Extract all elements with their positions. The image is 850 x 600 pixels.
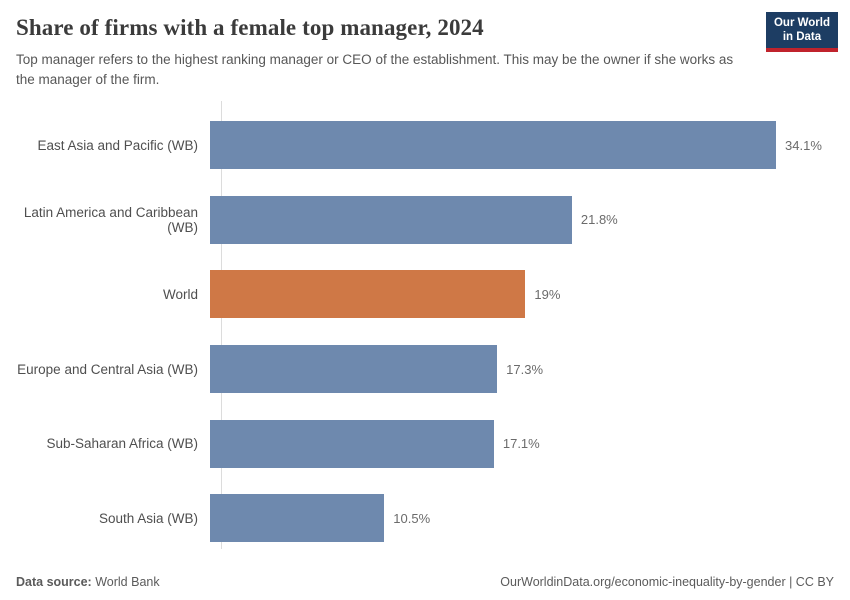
value-label: 17.1%: [502, 436, 540, 452]
bar[interactable]: [210, 345, 498, 394]
bar-area: 19%: [210, 257, 850, 332]
header-text: Share of firms with a female top manager…: [16, 12, 740, 90]
chart-row: Sub-Saharan Africa (WB) 17.1%: [0, 406, 850, 481]
bar-area: 17.3%: [210, 332, 850, 407]
data-source-label: Data source:: [16, 575, 92, 589]
owid-logo-line2: in Data: [782, 30, 822, 43]
chart-header: Share of firms with a female top manager…: [0, 0, 850, 90]
value-label: 17.3%: [506, 361, 544, 377]
bar[interactable]: [210, 121, 777, 170]
bar[interactable]: [210, 270, 526, 319]
chart-row: East Asia and Pacific (WB) 34.1%: [0, 108, 850, 183]
bar[interactable]: [210, 195, 572, 244]
category-label: East Asia and Pacific (WB): [37, 137, 198, 153]
y-axis-line: [221, 100, 222, 549]
chart-row: World 19%: [0, 257, 850, 332]
bar-area: 21.8%: [210, 183, 850, 258]
chart-title: Share of firms with a female top manager…: [16, 15, 484, 40]
data-source-value: World Bank: [95, 575, 160, 589]
category-label: South Asia (WB): [98, 510, 198, 526]
bar-area: 34.1%: [210, 108, 850, 183]
value-label: 19%: [534, 286, 561, 302]
chart-footer: Data source: World Bank OurWorldinData.o…: [16, 575, 834, 589]
bar-area: 10.5%: [210, 481, 850, 556]
bar[interactable]: [210, 494, 385, 543]
footer-link[interactable]: OurWorldinData.org/economic-inequality-b…: [500, 575, 834, 589]
bar-area: 17.1%: [210, 406, 850, 481]
value-label: 34.1%: [785, 137, 822, 153]
chart-subtitle: Top manager refers to the highest rankin…: [16, 52, 734, 87]
owid-logo-line1: Our World: [773, 17, 830, 29]
owid-logo: Our World in Data: [765, 12, 838, 52]
chart-row: South Asia (WB) 10.5%: [0, 481, 850, 556]
category-label: World: [162, 286, 198, 302]
bar-chart: East Asia and Pacific (WB) 34.1% Latin Ame…: [0, 100, 850, 556]
bar[interactable]: [210, 419, 494, 468]
category-label: Sub-Saharan Africa (WB): [46, 436, 198, 452]
category-label: Latin America and Caribbean (WB): [23, 204, 198, 235]
data-source: Data source: World Bank: [16, 575, 160, 589]
chart-row: Europe and Central Asia (WB) 17.3%: [0, 332, 850, 407]
category-label: Europe and Central Asia (WB): [17, 361, 198, 377]
value-label: 10.5%: [393, 510, 431, 526]
chart-row: Latin America and Caribbean (WB) 21.8%: [0, 183, 850, 258]
value-label: 21.8%: [580, 212, 618, 228]
